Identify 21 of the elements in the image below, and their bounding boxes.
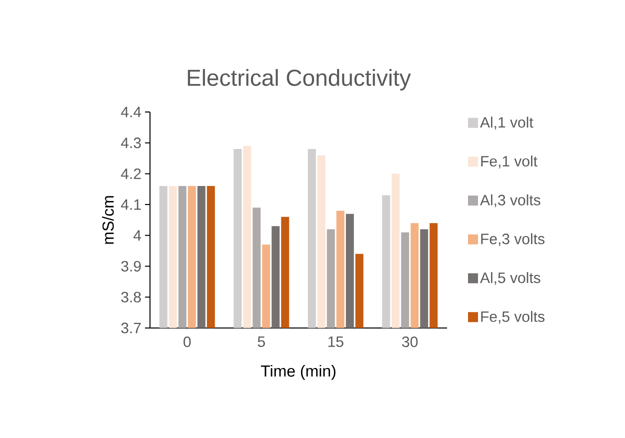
y-axis-title: mS/cm: [102, 196, 114, 244]
y-tick-label: 4: [133, 230, 142, 241]
legend-label: Al,1 volt: [480, 116, 534, 130]
y-tick-label: 3.8: [121, 292, 141, 302]
chart-title: Electrical Conductivity: [188, 69, 411, 90]
y-tick-label: 4.1: [120, 199, 141, 210]
y-tick-label: 4.4: [120, 106, 142, 118]
y-tick-label: 4.2: [120, 168, 141, 179]
x-tick-label: 0: [184, 336, 191, 348]
legend-label: Al,5 volts: [480, 272, 540, 285]
x-tick-label: 15: [328, 336, 344, 347]
x-tick-label: 5: [258, 336, 265, 347]
y-tick-label: 3.7: [121, 322, 141, 334]
legend-label: Fe,1 volt: [481, 156, 538, 168]
legend-label: Fe,5 volts: [481, 310, 544, 324]
x-tick-label: 30: [402, 336, 418, 348]
legend-label: Al,3 volts: [480, 194, 540, 208]
y-tick-label: 3.9: [121, 260, 141, 272]
y-tick-label: 4.3: [120, 138, 141, 148]
x-axis-title: Time (min): [260, 364, 336, 380]
legend-label: Fe,3 volts: [481, 233, 544, 246]
